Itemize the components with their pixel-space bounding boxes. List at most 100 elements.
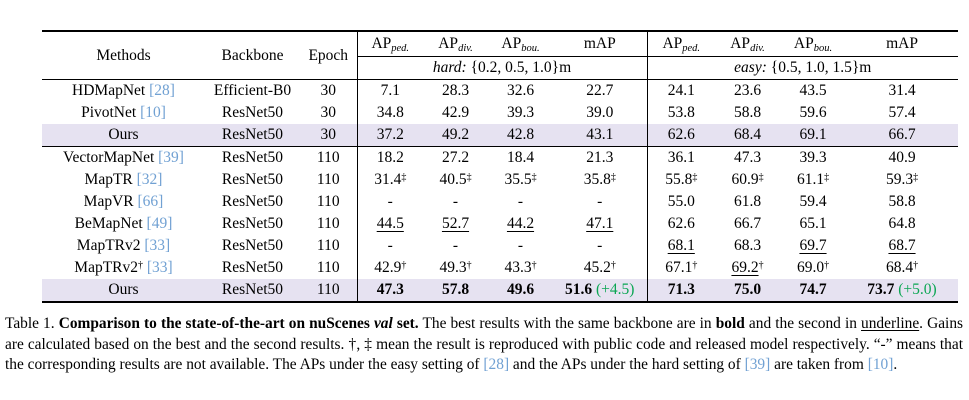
method-name: Ours	[108, 126, 139, 143]
citation-link[interactable]: [39]	[744, 356, 771, 374]
col-header-epoch: Epoch	[300, 31, 357, 80]
value-text: 39.0	[586, 104, 614, 121]
value-cell: 69.2†	[715, 257, 780, 279]
caption-text: val	[373, 315, 393, 332]
value-text: 69.7	[799, 237, 827, 254]
method-cell: MapTRv2 [33]	[42, 235, 205, 257]
value-text: 55.0	[667, 193, 695, 210]
value-text: 28.3	[441, 82, 470, 99]
col-header-ap-div-easy: APdiv.	[715, 31, 780, 57]
table-row: MapTRv2 [33] ResNet50 110 - - - - 68.1 68.3 69.7 6…	[42, 235, 958, 257]
caption-text: and the APs under the hard setting of	[509, 356, 745, 374]
results-table: Methods Backbone Epoch APped. APdiv. APb…	[42, 30, 958, 303]
citation-link[interactable]: [28]	[483, 356, 510, 374]
method-cell: BeMapNet [49]	[42, 213, 205, 235]
table-row: PivotNet [10] ResNet50 30 34.8 42.9 39.3 39.0 5…	[42, 102, 958, 124]
value-cell: 53.8	[646, 102, 715, 124]
value-text: 44.2	[506, 215, 535, 232]
value-text: -	[597, 237, 603, 254]
citation-link[interactable]: [33]	[143, 259, 173, 276]
value-text: 61.1	[796, 171, 825, 188]
value-cell: 44.5	[356, 213, 423, 235]
citation-link[interactable]: [33]	[140, 237, 171, 254]
value-cell: 39.0	[553, 102, 647, 124]
value-text: 57.4	[888, 104, 916, 121]
value-cell: 49.6	[488, 279, 553, 302]
value-cell: 68.4†	[846, 257, 958, 279]
gain-value: (+4.5)	[592, 281, 635, 298]
value-cell: 64.8	[846, 213, 958, 235]
value-cell: 47.3	[356, 279, 423, 302]
value-text: -	[387, 193, 393, 210]
value-cell: 52.7	[423, 213, 488, 235]
value-cell: 75.0	[715, 279, 780, 302]
citation-link[interactable]: [66]	[133, 193, 164, 210]
value-cell: 71.3	[646, 279, 715, 302]
citation-link[interactable]: [10]	[136, 104, 166, 121]
value-cell: 27.2	[423, 146, 488, 169]
value-cell: -	[423, 191, 488, 213]
epoch-cell: 30	[320, 82, 337, 99]
value-text: 58.8	[888, 193, 916, 210]
value-cell: 18.2	[356, 146, 423, 169]
value-text: 31.4	[374, 171, 402, 188]
value-text: 69.2	[731, 259, 759, 276]
citation-link[interactable]: [49]	[142, 215, 173, 232]
value-cell: 69.7	[780, 235, 846, 257]
value-text: 66.7	[888, 126, 916, 143]
table-row: VectorMapNet [39] ResNet50 110 18.2 27.2 18.4…	[42, 146, 958, 169]
value-text: 68.4	[733, 126, 762, 143]
group-header-hard: hard: {0.2, 0.5, 1.0}m	[356, 56, 647, 80]
value-text: 22.7	[586, 82, 614, 99]
value-text: 59.4	[799, 193, 827, 210]
value-cell: 47.1	[553, 213, 647, 235]
reproduced-mark: †	[824, 260, 830, 271]
value-text: 43.5	[799, 82, 827, 99]
method-cell: Ours	[42, 279, 205, 302]
value-text: 40.5	[439, 171, 467, 188]
value-cell: 37.2	[356, 124, 423, 147]
col-header-ap-ped-easy: APped.	[646, 31, 715, 57]
backbone-cell: ResNet50	[221, 259, 284, 276]
value-text: 47.1	[586, 215, 614, 232]
method-name: BeMapNet	[74, 215, 143, 232]
value-text: 18.2	[376, 149, 404, 166]
value-cell: 59.4	[780, 191, 846, 213]
value-text: 55.8	[665, 171, 693, 188]
value-cell: 57.8	[423, 279, 488, 302]
value-cell: -	[553, 235, 647, 257]
value-text: -	[597, 193, 603, 210]
citation-link[interactable]: [32]	[132, 171, 163, 188]
value-cell: 69.0†	[780, 257, 846, 279]
caption-text: . Gains are calculated based on the best…	[5, 315, 964, 374]
table-row: MapVR [66] ResNet50 110 - - - - 55.0 61.8 59.4 58.…	[42, 191, 958, 213]
value-cell: 36.1	[646, 146, 715, 169]
value-text: 45.2	[583, 259, 611, 276]
value-cell: 31.4‡	[356, 169, 423, 191]
reproduced-mark: †	[758, 260, 764, 271]
method-name: MapTRv2	[74, 259, 138, 276]
reproduced-mark: ‡	[758, 172, 764, 183]
value-text: 62.6	[667, 215, 695, 232]
value-cell: 58.8	[846, 191, 958, 213]
method-name: MapTRv2	[76, 237, 141, 254]
header-row-1: Methods Backbone Epoch APped. APdiv. APb…	[42, 31, 958, 80]
value-text: 42.9	[374, 259, 402, 276]
citation-link[interactable]: [10]	[867, 356, 894, 374]
citation-link[interactable]: [39]	[154, 149, 184, 166]
col-header-ap-ped-hard: APped.	[356, 31, 423, 57]
backbone-cell: ResNet50	[221, 215, 284, 232]
value-text: 61.8	[733, 193, 762, 210]
backbone-cell: ResNet50	[205, 146, 300, 169]
value-text: 64.8	[888, 215, 916, 232]
col-header-backbone: Backbone	[205, 31, 300, 80]
value-text: 49.6	[506, 281, 535, 298]
value-text: 52.7	[441, 215, 470, 232]
caption-text: The best results with the same backbone …	[418, 315, 716, 332]
citation-link[interactable]: [28]	[145, 82, 175, 99]
value-text: -	[387, 237, 393, 254]
epoch-cell: 110	[300, 146, 357, 169]
value-text: 65.1	[799, 215, 827, 232]
epoch-cell: 110	[316, 237, 340, 254]
